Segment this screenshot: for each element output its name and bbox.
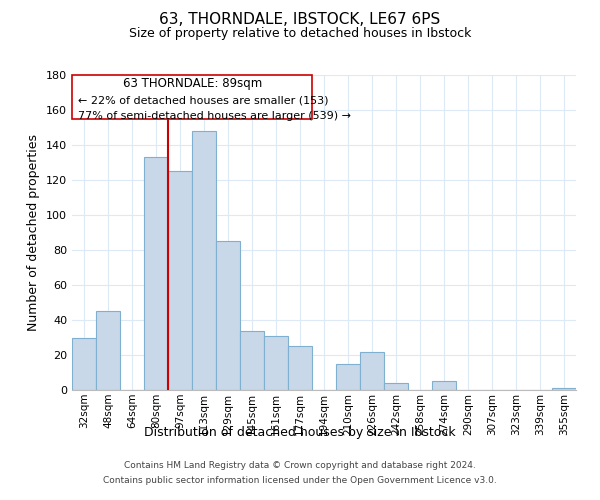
Text: Contains public sector information licensed under the Open Government Licence v3: Contains public sector information licen…	[103, 476, 497, 485]
Text: Contains HM Land Registry data © Crown copyright and database right 2024.: Contains HM Land Registry data © Crown c…	[124, 461, 476, 470]
Text: ← 22% of detached houses are smaller (153): ← 22% of detached houses are smaller (15…	[77, 96, 328, 106]
Bar	[288, 346, 312, 390]
Bar	[360, 352, 384, 390]
Bar	[432, 381, 456, 390]
Bar	[168, 171, 192, 390]
Bar	[216, 242, 240, 390]
Bar	[552, 388, 576, 390]
Text: 77% of semi-detached houses are larger (539) →: 77% of semi-detached houses are larger (…	[77, 111, 350, 121]
Bar	[72, 338, 96, 390]
Text: 63 THORNDALE: 89sqm: 63 THORNDALE: 89sqm	[122, 76, 262, 90]
Bar	[336, 364, 360, 390]
Bar	[192, 131, 216, 390]
Bar	[384, 383, 408, 390]
Bar	[264, 336, 288, 390]
Bar	[144, 157, 168, 390]
Y-axis label: Number of detached properties: Number of detached properties	[28, 134, 40, 331]
Text: Distribution of detached houses by size in Ibstock: Distribution of detached houses by size …	[144, 426, 456, 439]
Text: Size of property relative to detached houses in Ibstock: Size of property relative to detached ho…	[129, 28, 471, 40]
Bar	[240, 330, 264, 390]
Text: 63, THORNDALE, IBSTOCK, LE67 6PS: 63, THORNDALE, IBSTOCK, LE67 6PS	[160, 12, 440, 28]
Bar	[96, 311, 120, 390]
FancyBboxPatch shape	[73, 75, 312, 118]
